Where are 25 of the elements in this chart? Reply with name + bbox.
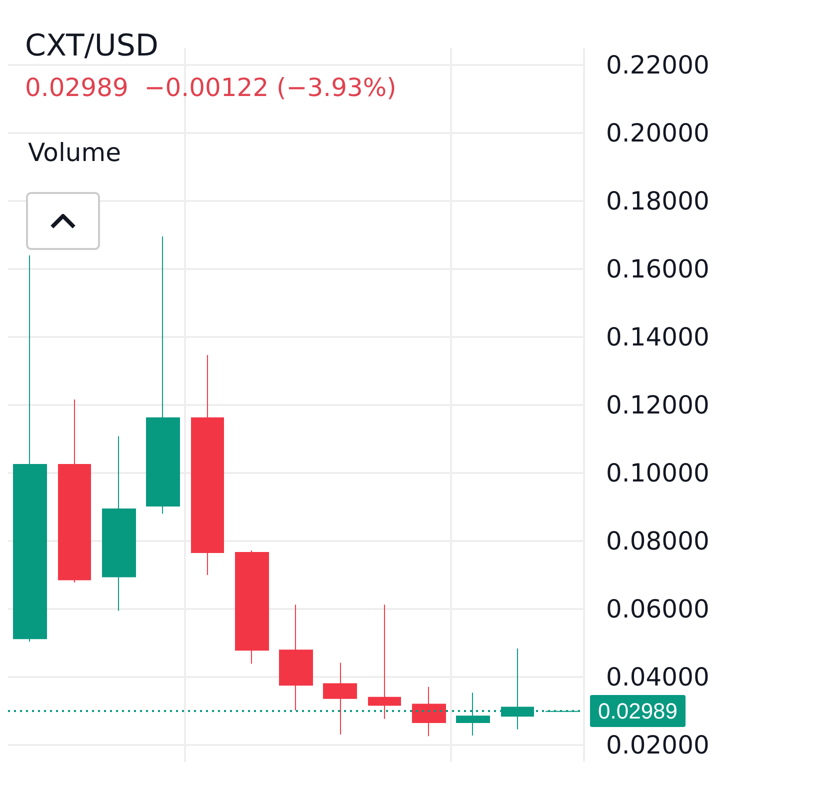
y-tick-label: 0.02000 (606, 730, 710, 760)
y-tick-label: 0.10000 (606, 458, 710, 488)
y-tick-label: 0.22000 (606, 50, 710, 80)
y-tick-label: 0.18000 (606, 186, 710, 216)
y-tick-label: 0.16000 (606, 254, 710, 284)
annotation: Volume (28, 138, 121, 167)
y-tick-label: 0.20000 (606, 118, 710, 148)
candlestick (13, 254, 47, 642)
y-tick-label: 0.04000 (606, 662, 710, 692)
candlestick (191, 354, 224, 576)
candlestick (368, 604, 401, 720)
y-tick-label: 0.14000 (606, 322, 710, 352)
candlestick (412, 686, 446, 737)
y-tick-label: 0.08000 (606, 526, 710, 556)
candlestick (323, 662, 357, 735)
candlestick (279, 604, 313, 711)
chart-title: CXT/USD (25, 28, 159, 64)
text: 0.02989 −0.00122 (−3.93%) (25, 73, 396, 102)
candlestick (235, 550, 269, 664)
ref-line-label: 0.02989 (598, 698, 678, 724)
candlestick (146, 236, 180, 514)
y-tick-label: 0.12000 (606, 390, 710, 420)
candlestick (58, 399, 91, 583)
candlestick (102, 436, 136, 612)
y-tick-label: 0.06000 (606, 594, 710, 624)
